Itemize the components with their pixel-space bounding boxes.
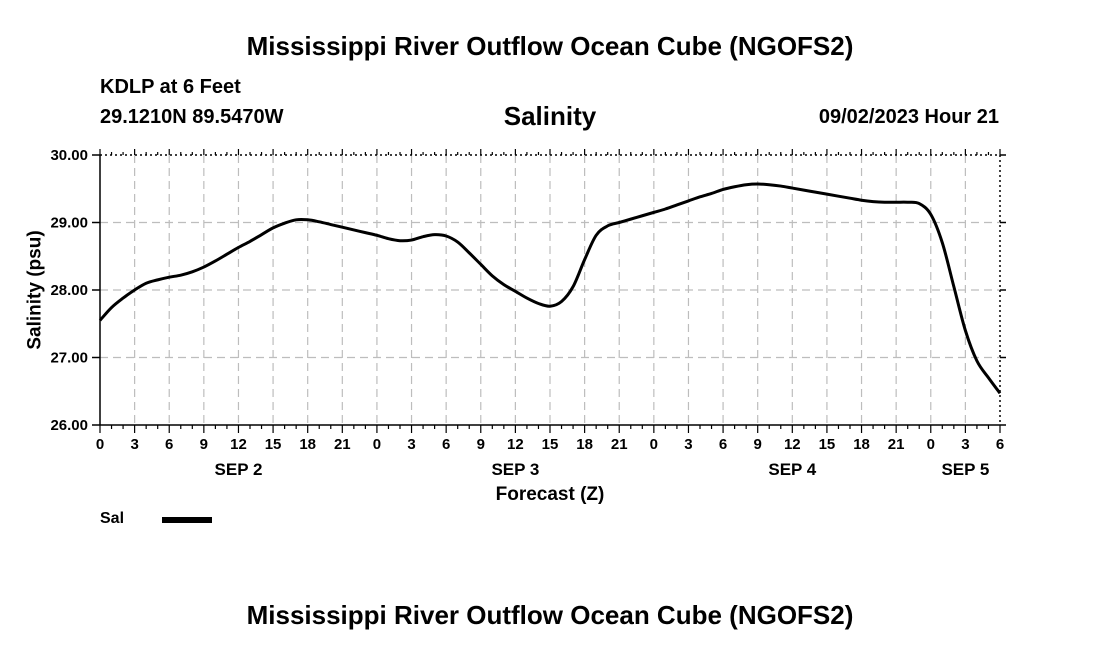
grid: [100, 155, 1000, 425]
y-axis-ticks: 26.00 27.00 28.00 29.00 30.00: [50, 147, 1006, 434]
x-tick-label: 3: [407, 436, 415, 453]
x-tick-label: 3: [684, 436, 692, 453]
day-labels: SEP 2 SEP 3 SEP 4 SEP 5: [215, 460, 990, 479]
day-label: SEP 5: [941, 460, 989, 479]
x-tick-label: 15: [819, 436, 836, 453]
chart-title: Salinity: [503, 101, 597, 131]
x-tick-label: 21: [611, 436, 628, 453]
x-tick-label: 6: [719, 436, 727, 453]
x-axis-label: Forecast (Z): [496, 484, 605, 505]
x-tick-label: 6: [442, 436, 450, 453]
x-tick-label: 0: [96, 436, 104, 453]
x-tick-label: 3: [961, 436, 969, 453]
y-tick-label: 27.00: [50, 350, 88, 367]
y-tick-label: 28.00: [50, 282, 88, 299]
x-tick-label: 3: [130, 436, 138, 453]
main-title: Mississippi River Outflow Ocean Cube (NG…: [246, 31, 854, 61]
forecast-datetime: 09/02/2023 Hour 21: [818, 106, 999, 128]
legend-swatch: [162, 517, 212, 523]
x-tick-label: 6: [165, 436, 173, 453]
day-label: SEP 4: [768, 460, 816, 479]
x-tick-label: 6: [996, 436, 1004, 453]
x-tick-label: 21: [888, 436, 905, 453]
legend-label: Sal: [100, 510, 125, 527]
series-line-sal: [98, 182, 1002, 395]
y-axis-label: Salinity (psu): [25, 230, 46, 349]
x-tick-label: 12: [784, 436, 801, 453]
x-tick-label: 9: [200, 436, 208, 453]
x-tick-label: 0: [650, 436, 658, 453]
x-tick-label: 9: [477, 436, 485, 453]
x-tick-label: 12: [507, 436, 524, 453]
day-label: SEP 3: [491, 460, 539, 479]
y-tick-label: 30.00: [50, 147, 88, 164]
footer-title: Mississippi River Outflow Ocean Cube (NG…: [246, 600, 854, 630]
y-tick-label: 26.00: [50, 417, 88, 434]
x-tick-label: 15: [542, 436, 559, 453]
x-tick-label: 0: [927, 436, 935, 453]
x-axis-ticks: 0 3 6 9 12 15 18 21 0 3 6 9 12 15 18 21 0 3 6 9 12 15 18 21 0 3 6: [96, 149, 1004, 453]
y-tick-label: 29.00: [50, 215, 88, 232]
series-layer: [98, 182, 1002, 395]
x-tick-label: 0: [373, 436, 381, 453]
day-label: SEP 2: [215, 460, 263, 479]
x-tick-label: 18: [853, 436, 870, 453]
x-tick-label: 18: [299, 436, 316, 453]
x-tick-label: 21: [334, 436, 351, 453]
x-tick-label: 15: [265, 436, 282, 453]
station-coordinates: 29.1210N 89.5470W: [100, 106, 284, 128]
x-tick-label: 12: [230, 436, 247, 453]
x-tick-label: 18: [576, 436, 593, 453]
station-label: KDLP at 6 Feet: [100, 76, 241, 98]
x-tick-label: 9: [754, 436, 762, 453]
